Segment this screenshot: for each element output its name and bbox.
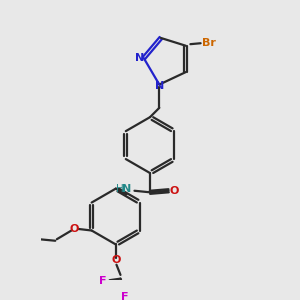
Text: H: H: [116, 184, 124, 194]
Text: F: F: [99, 276, 106, 286]
Text: N: N: [134, 53, 144, 63]
Text: O: O: [70, 224, 79, 234]
Text: Br: Br: [202, 38, 216, 48]
Text: N: N: [155, 81, 164, 91]
Text: N: N: [122, 184, 131, 194]
Text: O: O: [169, 186, 178, 196]
Text: O: O: [111, 255, 121, 265]
Text: F: F: [122, 292, 129, 300]
